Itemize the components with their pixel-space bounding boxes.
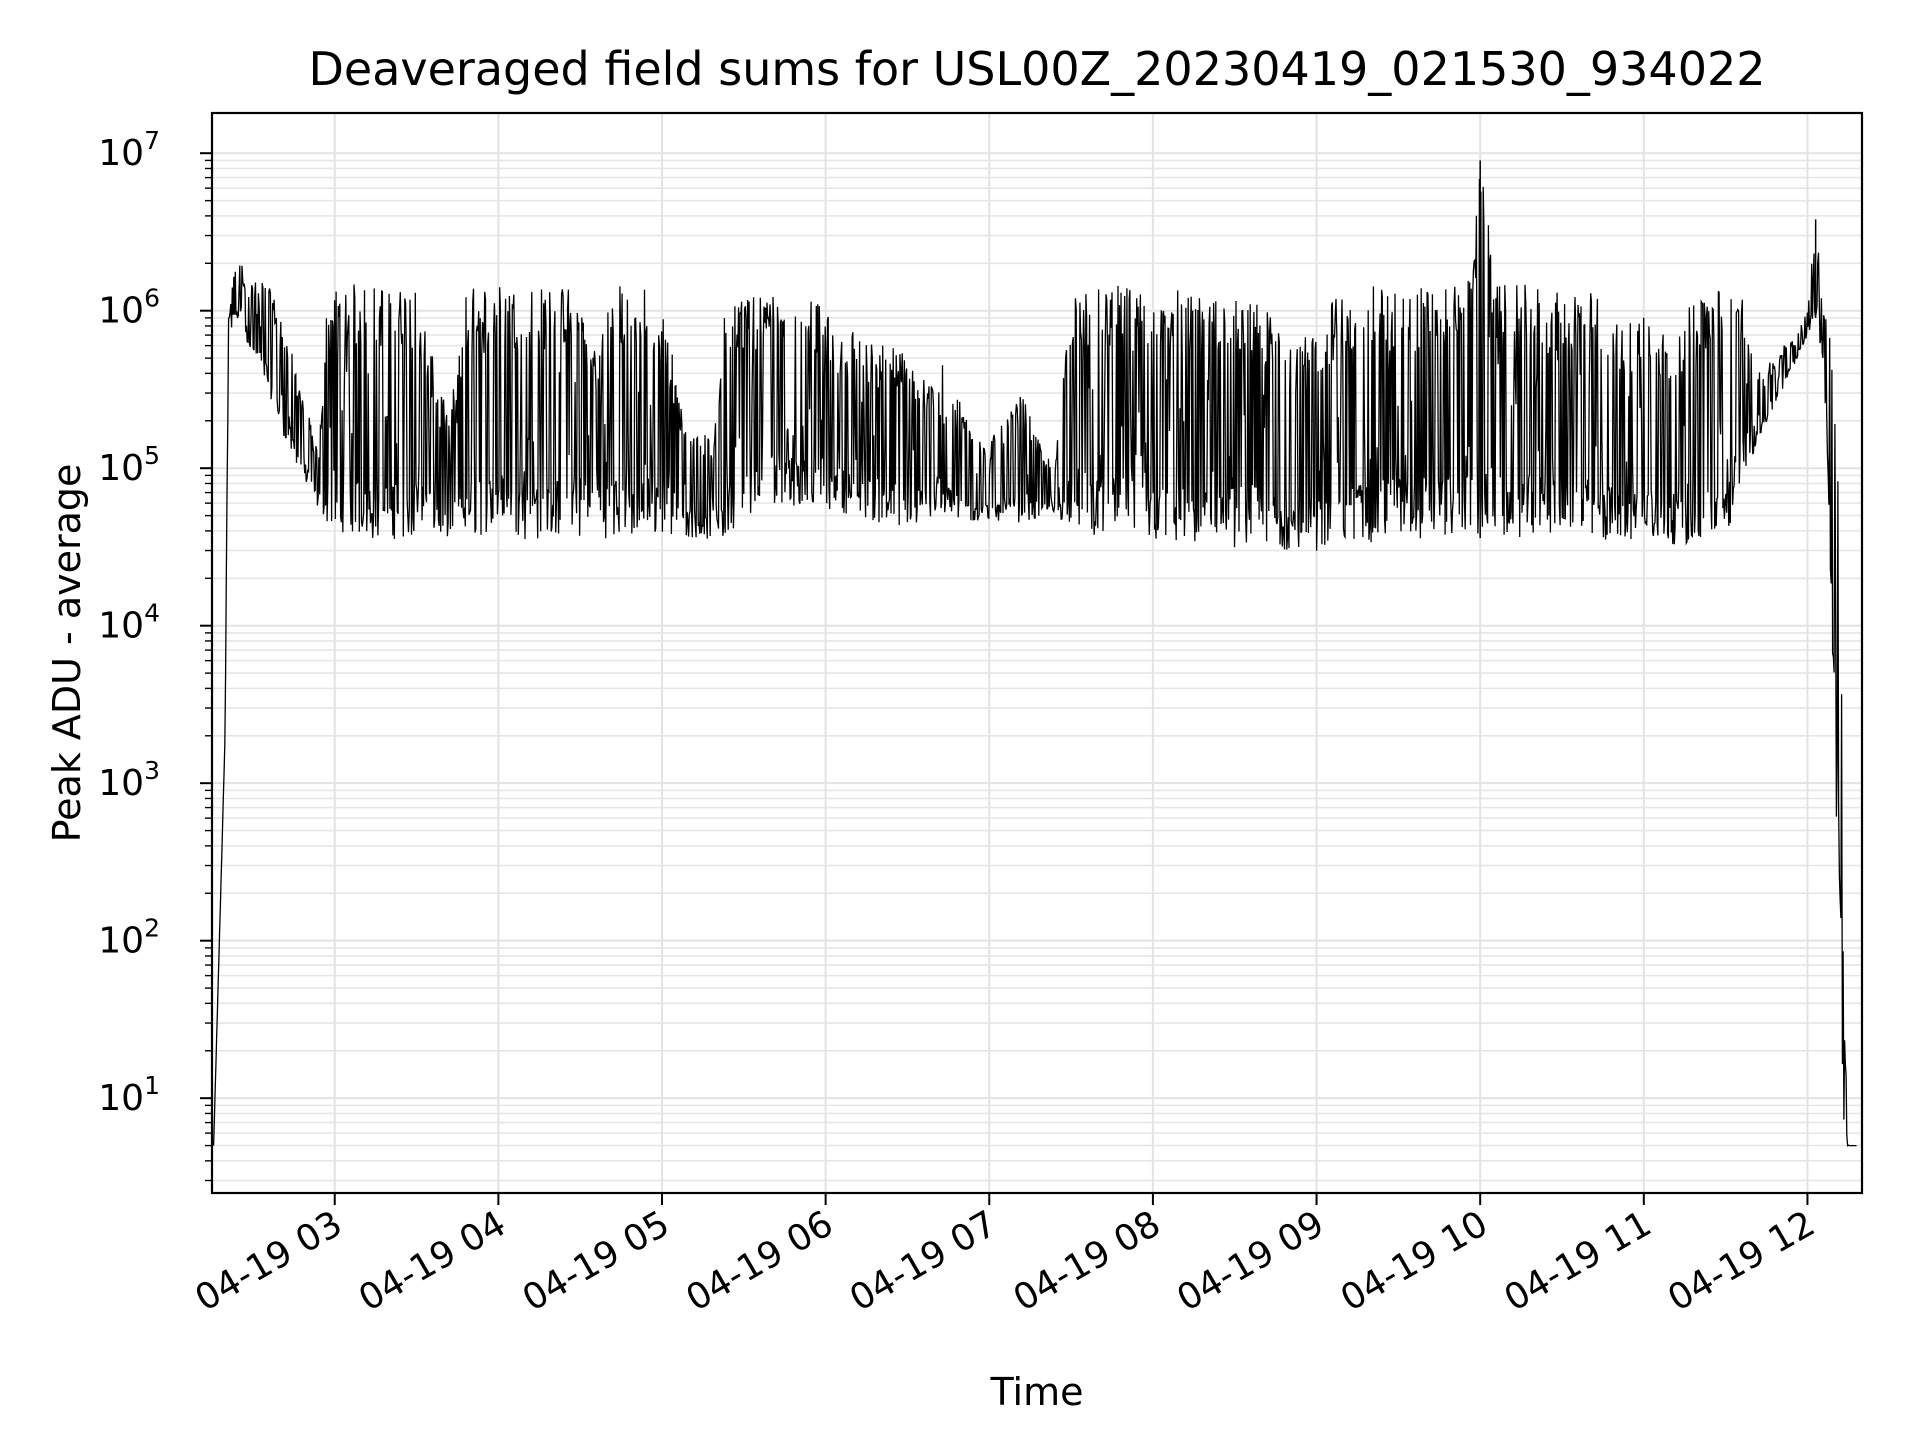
y-tick-label: 107 bbox=[98, 126, 160, 174]
y-tick-label: 105 bbox=[98, 441, 160, 489]
x-axis-title: Time bbox=[990, 1370, 1084, 1414]
data-series-line bbox=[212, 178, 1857, 1147]
y-tick-label: 101 bbox=[98, 1071, 160, 1119]
minor-gridlines bbox=[212, 159, 1862, 1182]
chart-title: Deaveraged field sums for USL00Z_2023041… bbox=[309, 42, 1766, 96]
plot-frame bbox=[210, 111, 1864, 1195]
ticks-layer bbox=[200, 152, 1809, 1205]
y-tick-label: 103 bbox=[98, 756, 160, 804]
y-tick-label: 106 bbox=[98, 284, 160, 332]
y-tick-label: 102 bbox=[98, 914, 160, 962]
series-layer bbox=[212, 160, 1857, 1147]
major-gridlines bbox=[212, 113, 1862, 1193]
y-axis-title: Peak ADU - average bbox=[45, 464, 89, 843]
y-tick-label: 104 bbox=[98, 599, 160, 647]
